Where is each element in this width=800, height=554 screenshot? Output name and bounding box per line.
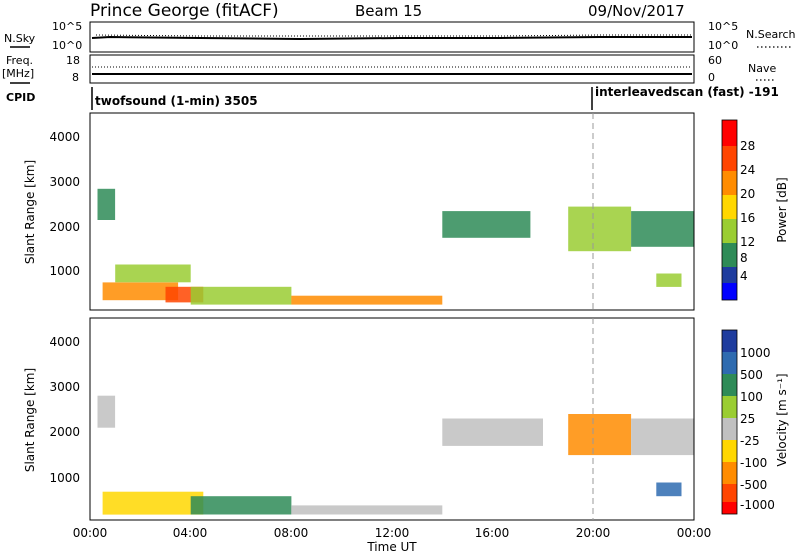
- power-ytick-1000: 1000: [49, 264, 80, 278]
- nsky-panel: [89, 21, 695, 53]
- velocity-block-7: [656, 482, 682, 497]
- cpid-segment-2: interleavedscan (fast) -191: [595, 85, 779, 99]
- power-panel: [89, 112, 695, 311]
- xtick-0000: 00:00: [73, 526, 108, 540]
- velocity-ylabel: Slant Range [km]: [23, 368, 37, 472]
- xtick-1200: 12:00: [375, 526, 410, 540]
- xtick-2400: 00:00: [677, 526, 712, 540]
- cpid-label: CPID: [6, 91, 35, 104]
- nsky-series-line: [91, 35, 692, 41]
- nsky-tick-top: 10^5: [52, 20, 82, 33]
- freq-unit-label: [MHz]: [2, 67, 34, 80]
- power-colorbar-label: Power [dB]: [775, 177, 789, 242]
- nsearch-series-line: [95, 34, 692, 37]
- power-cb-tick-28: 28: [740, 139, 755, 153]
- velocity-colorbar: [721, 329, 738, 515]
- power-block-4: [190, 286, 292, 305]
- velocity-colorbar-ticks: 1000 500 100 25 -25 -100 -500 -1000: [740, 346, 775, 512]
- velocity-panel: [89, 317, 695, 521]
- nave-label: Nave: [748, 62, 776, 75]
- velocity-block-1: [102, 491, 204, 515]
- power-cb-tick-20: 20: [740, 187, 755, 201]
- velocity-block-0: [97, 395, 116, 428]
- velocity-cb-tick-100: 100: [740, 390, 763, 404]
- power-heatmap: [97, 188, 694, 305]
- velocity-ytick-4000: 4000: [49, 335, 80, 349]
- power-block-9: [656, 273, 682, 287]
- velocity-ytick-2000: 2000: [49, 425, 80, 439]
- beam-title: Beam 15: [355, 2, 422, 20]
- nsearch-tick-bottom: 10^0: [708, 39, 738, 52]
- power-block-1: [102, 282, 179, 301]
- power-block-7: [568, 206, 632, 252]
- station-title: Prince George (fitACF): [90, 1, 279, 21]
- power-block-2: [115, 264, 191, 283]
- nave-tick-top: 60: [708, 54, 722, 67]
- power-cb-tick-24: 24: [740, 163, 755, 177]
- velocity-ytick-1000: 1000: [49, 471, 80, 485]
- xtick-1600: 16:00: [475, 526, 510, 540]
- velocity-cb-tick-1000: 1000: [740, 346, 771, 360]
- nsky-label: N.Sky: [4, 32, 36, 45]
- power-ytick-2000: 2000: [49, 220, 80, 234]
- nave-tick-bottom: 0: [708, 71, 715, 84]
- xtick-0800: 08:00: [274, 526, 309, 540]
- nsearch-tick-top: 10^5: [708, 20, 738, 33]
- nsearch-label: N.Search: [746, 28, 796, 41]
- velocity-cb-tick-neg100: -100: [740, 456, 767, 470]
- power-block-8: [631, 211, 694, 247]
- velocity-block-3: [291, 505, 443, 515]
- freq-tick-bottom: 8: [72, 71, 79, 84]
- velocity-block-6: [631, 418, 694, 456]
- xaxis-label: Time UT: [366, 540, 417, 554]
- cpid-segment-1: twofsound (1-min) 3505: [95, 94, 258, 108]
- power-yticks: 4000 3000 2000 1000: [49, 130, 80, 278]
- velocity-yticks: 4000 3000 2000 1000: [49, 335, 80, 485]
- power-block-0: [97, 188, 116, 220]
- power-block-5: [291, 295, 443, 305]
- velocity-colorbar-label: Velocity [m s⁻¹]: [775, 373, 789, 466]
- power-ytick-4000: 4000: [49, 130, 80, 144]
- power-cb-tick-12: 12: [740, 235, 755, 249]
- power-cb-tick-8: 8: [740, 251, 748, 265]
- xaxis-ticks: 00:00 04:00 08:00 12:00 16:00 20:00 00:0…: [73, 526, 712, 540]
- velocity-heatmap: [97, 395, 694, 515]
- power-block-6: [442, 211, 531, 238]
- velocity-cb-tick-neg1000: -1000: [740, 498, 775, 512]
- velocity-cb-tick-500: 500: [740, 368, 763, 382]
- power-ytick-3000: 3000: [49, 175, 80, 189]
- power-colorbar-ticks: 28 24 20 16 12 8 4: [740, 139, 755, 283]
- xtick-0400: 04:00: [173, 526, 208, 540]
- velocity-block-2: [190, 496, 292, 515]
- velocity-cb-tick-25: 25: [740, 412, 755, 426]
- power-cb-tick-4: 4: [740, 269, 748, 283]
- velocity-ytick-3000: 3000: [49, 380, 80, 394]
- velocity-block-4: [442, 418, 543, 446]
- power-colorbar: [721, 119, 738, 301]
- date-title: 09/Nov/2017: [588, 2, 685, 20]
- power-ylabel: Slant Range [km]: [23, 160, 37, 264]
- nsky-tick-bottom: 10^0: [52, 39, 82, 52]
- freq-panel: [89, 54, 695, 84]
- velocity-cb-tick-neg500: -500: [740, 478, 767, 492]
- power-cb-tick-16: 16: [740, 211, 755, 225]
- freq-label: Freq.: [6, 54, 33, 67]
- velocity-cb-tick-neg25: -25: [740, 434, 760, 448]
- freq-tick-top: 18: [66, 54, 80, 67]
- xtick-2000: 20:00: [576, 526, 611, 540]
- velocity-block-5: [568, 414, 632, 456]
